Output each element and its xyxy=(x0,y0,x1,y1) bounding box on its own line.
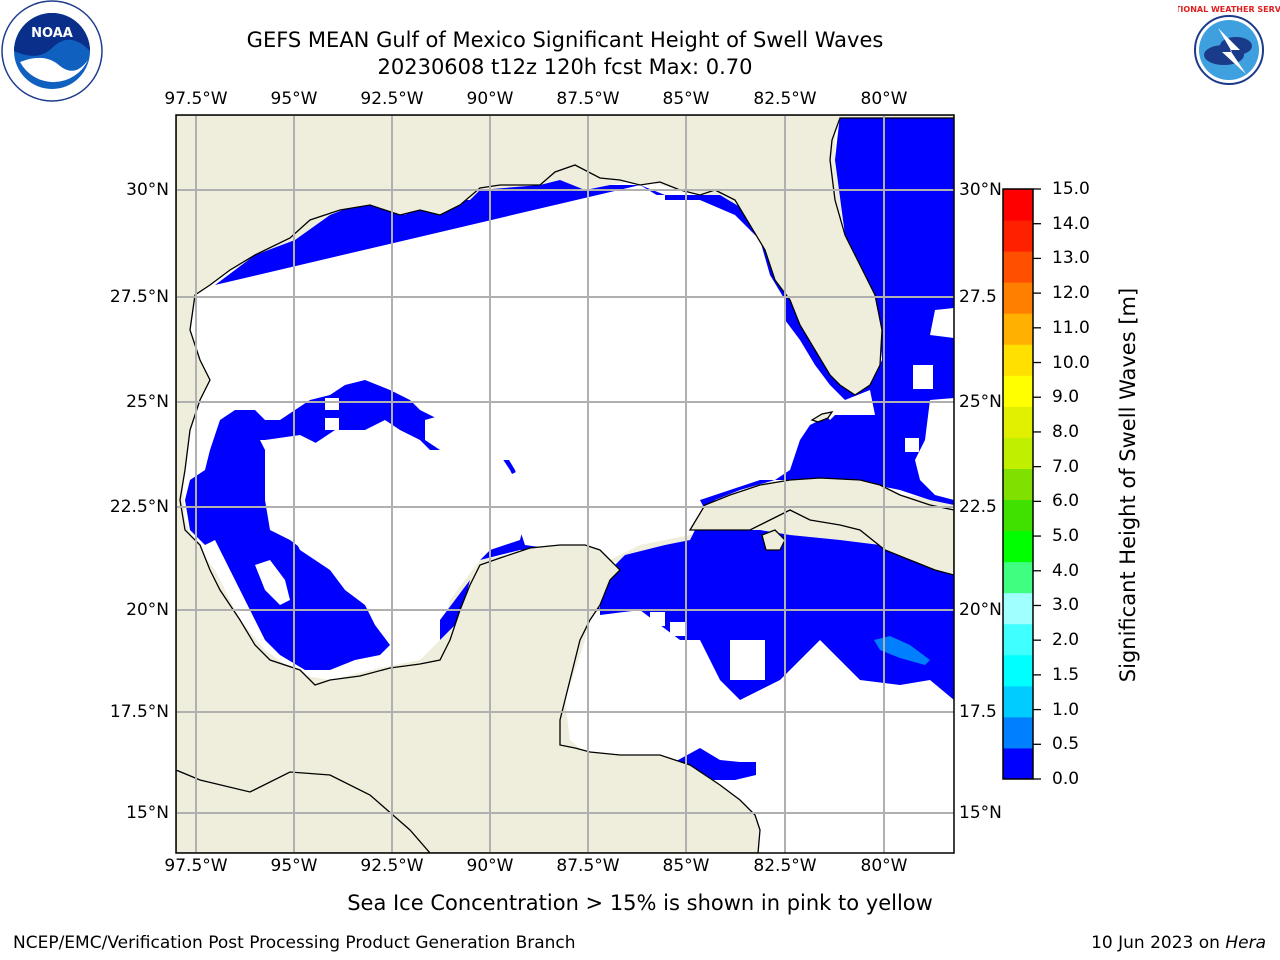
lon-tick-label: 90°W xyxy=(466,89,514,109)
swell-0-0.5m xyxy=(185,115,954,780)
colorbar-label: Significant Height of Swell Waves [m] xyxy=(1116,287,1140,683)
lon-tick-label: 95°W xyxy=(270,89,318,109)
chart-subtitle: 20230608 t12z 120h fcst Max: 0.70 xyxy=(377,55,753,79)
lon-tick-label: 87.5°W xyxy=(556,856,620,876)
lat-tick-label: 15°N xyxy=(126,803,169,823)
colorbar xyxy=(1002,188,1041,780)
colorbar-segment xyxy=(1003,623,1033,656)
sea-ice-note: Sea Ice Concentration > 15% is shown in … xyxy=(347,891,933,915)
colorbar-tick-label: 3.0 xyxy=(1052,595,1080,616)
colorbar-frame xyxy=(1002,188,1034,780)
colorbar-segment xyxy=(1003,251,1033,283)
lat-tick-label: 30°N xyxy=(959,180,1002,200)
chart-title: GEFS MEAN Gulf of Mexico Significant Hei… xyxy=(246,28,884,52)
colorbar-segment xyxy=(1003,375,1033,407)
lat-tick-label: 20°N xyxy=(959,600,1002,620)
lon-tick-label: 85°W xyxy=(662,856,710,876)
lon-tick-label: 95°W xyxy=(270,856,318,876)
colorbar-tick-label: 11.0 xyxy=(1052,317,1090,338)
lon-tick-label: 80°W xyxy=(860,856,908,876)
colorbar-segment xyxy=(1003,530,1033,563)
colorbar-tick-label: 6.0 xyxy=(1052,491,1080,512)
colorbar-segment xyxy=(1003,685,1033,718)
colorbar-tick-label: 15.0 xyxy=(1052,179,1090,199)
lat-tick-label: 22.5°N xyxy=(109,497,169,517)
colorbar-tick-label: 0.5 xyxy=(1052,734,1080,755)
lat-tick-label: 17.5°N xyxy=(109,702,169,722)
colorbar-segment xyxy=(1003,654,1033,687)
colorbar-tick-label: 14.0 xyxy=(1052,213,1090,234)
colorbar-segment xyxy=(1003,592,1033,625)
colorbar-tick-label: 13.0 xyxy=(1052,248,1090,269)
colorbar-tick-label: 1.0 xyxy=(1052,699,1080,720)
colorbar-segment xyxy=(1003,747,1033,780)
colorbar-tick-label: 7.0 xyxy=(1052,456,1080,477)
footer-date-text: 10 Jun 2023 on xyxy=(1091,933,1226,953)
colorbar-tick-label: 4.0 xyxy=(1052,560,1080,581)
colorbar-tick-label: 0.0 xyxy=(1052,769,1080,789)
lon-tick-label: 92.5°W xyxy=(360,856,424,876)
footer-branch: NCEP/EMC/Verification Post Processing Pr… xyxy=(13,933,576,953)
lon-tick-label: 90°W xyxy=(466,856,514,876)
lat-tick-label: 30°N xyxy=(126,180,169,200)
lon-tick-label: 85°W xyxy=(662,89,710,109)
lat-tick-label: 20°N xyxy=(126,600,169,620)
colorbar-segment xyxy=(1003,468,1033,501)
svg-text:NATIONAL WEATHER SERVICE: NATIONAL WEATHER SERVICE xyxy=(1178,5,1280,14)
lon-tick-label: 92.5°W xyxy=(360,89,424,109)
colorbar-segment xyxy=(1003,716,1033,749)
lat-tick-label: 22.5 xyxy=(959,497,997,517)
colorbar-segment xyxy=(1003,282,1033,314)
colorbar-segment xyxy=(1003,189,1033,221)
noaa-logo-icon: NOAA xyxy=(1,0,103,102)
lat-tick-label: 27.5°N xyxy=(109,287,169,307)
lon-tick-label: 97.5°W xyxy=(164,856,228,876)
colorbar-tick-label: 8.0 xyxy=(1052,421,1080,442)
svg-text:NOAA: NOAA xyxy=(31,26,73,41)
map-frame xyxy=(175,114,955,854)
colorbar-tick-label: 10.0 xyxy=(1052,352,1090,373)
map-area xyxy=(176,115,954,853)
colorbar-tick-label: 12.0 xyxy=(1052,283,1090,304)
lon-tick-label: 87.5°W xyxy=(556,89,620,109)
lat-tick-label: 27.5 xyxy=(959,287,997,307)
colorbar-segment xyxy=(1003,499,1033,532)
lat-tick-label: 17.5 xyxy=(959,702,997,722)
lon-tick-label: 97.5°W xyxy=(164,89,228,109)
lat-tick-label: 15°N xyxy=(959,803,1002,823)
grid-lines xyxy=(176,115,954,853)
colorbar-tick-label: 5.0 xyxy=(1052,526,1080,547)
colorbar-tick-label: 9.0 xyxy=(1052,387,1080,408)
colorbar-segment xyxy=(1003,220,1033,252)
nws-logo-icon: NATIONAL WEATHER SERVICE xyxy=(1178,2,1280,98)
lat-tick-label: 25°N xyxy=(959,392,1002,412)
footer-host: Hera xyxy=(1225,933,1266,953)
colorbar-tick-label: 1.5 xyxy=(1052,664,1080,685)
colorbar-segment xyxy=(1003,406,1033,438)
colorbar-segment xyxy=(1003,437,1033,469)
lon-tick-label: 82.5°W xyxy=(753,856,817,876)
colorbar-tick-label: 2.0 xyxy=(1052,630,1080,651)
lat-tick-label: 25°N xyxy=(126,392,169,412)
footer-date: 10 Jun 2023 on Hera xyxy=(1091,933,1266,953)
colorbar-segment xyxy=(1003,344,1033,376)
colorbar-segment xyxy=(1003,561,1033,594)
lon-tick-label: 80°W xyxy=(860,89,908,109)
colorbar-segment xyxy=(1003,313,1033,345)
lon-tick-label: 82.5°W xyxy=(753,89,817,109)
